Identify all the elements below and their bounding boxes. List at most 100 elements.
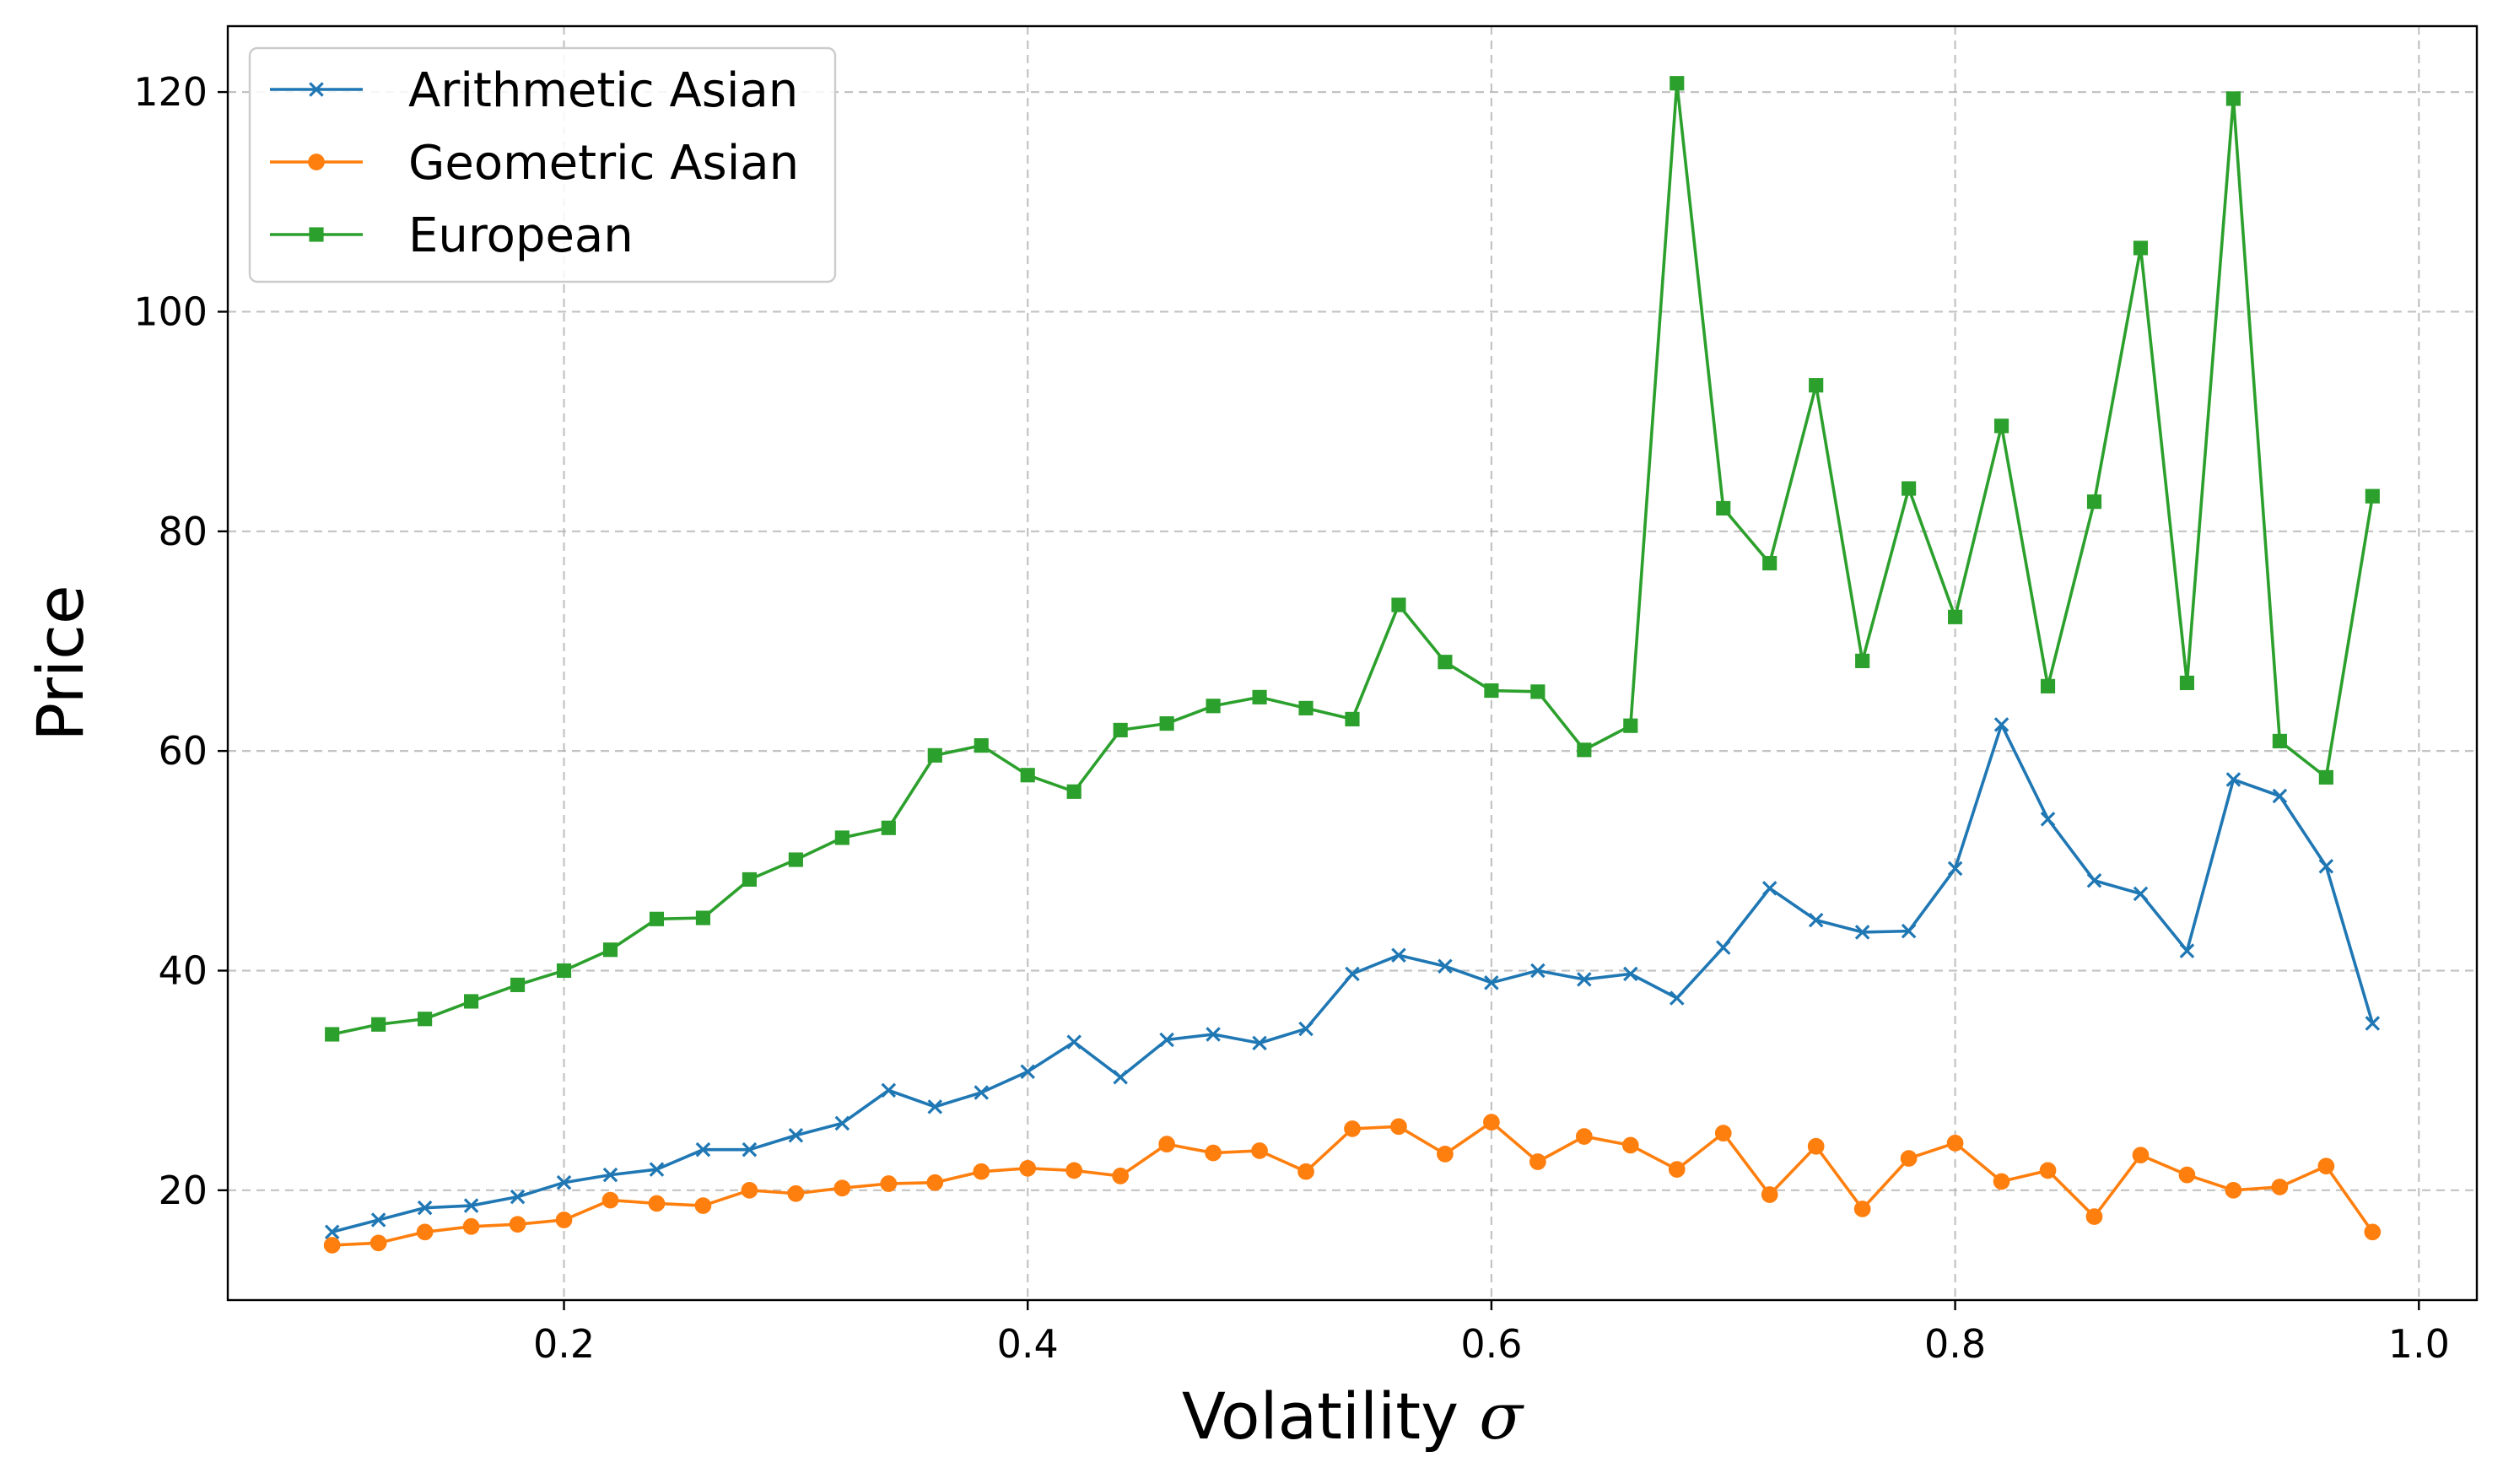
data-point-european <box>371 1017 386 1032</box>
x-axis-title-text: Volatility <box>1182 1379 1459 1454</box>
data-point-arithmetic-asian <box>463 1198 479 1213</box>
data-point-european <box>2179 675 2195 691</box>
data-point-geometric-asian <box>1575 1128 1593 1145</box>
legend-label: European <box>408 208 634 263</box>
data-point-geometric-asian <box>1297 1163 1314 1180</box>
data-point-geometric-asian <box>1344 1120 1361 1137</box>
data-point-geometric-asian <box>370 1234 387 1252</box>
data-point-arithmetic-asian <box>1715 940 1731 955</box>
data-point-european <box>788 852 803 867</box>
x-tick-label: 0.6 <box>1460 1321 1522 1367</box>
legend-item-geometric-asian: Geometric Asian <box>270 136 799 191</box>
data-point-geometric-asian <box>1761 1186 1778 1203</box>
data-point-european <box>464 994 479 1009</box>
data-point-arithmetic-asian <box>2272 788 2288 804</box>
y-tick-label: 100 <box>133 289 208 334</box>
data-point-geometric-asian <box>1807 1137 1825 1155</box>
data-point-european <box>2040 678 2056 693</box>
data-point-arithmetic-asian <box>2225 772 2241 787</box>
x-tick-label: 0.4 <box>997 1321 1059 1367</box>
data-point-geometric-asian <box>1946 1135 1964 1152</box>
data-point-arithmetic-asian <box>742 1141 758 1158</box>
data-point-geometric-asian <box>1714 1125 1732 1141</box>
y-tick-label: 20 <box>158 1168 208 1213</box>
data-point-geometric-asian <box>1993 1173 2010 1190</box>
plot-frame <box>226 24 2479 1302</box>
data-point-european <box>1391 597 1406 612</box>
x-tick-label: 0.8 <box>1924 1321 1986 1367</box>
data-point-geometric-asian <box>2039 1162 2057 1179</box>
data-point-geometric-asian <box>1112 1168 1130 1185</box>
data-point-european <box>927 747 942 763</box>
legend-marker <box>308 154 325 170</box>
data-point-arithmetic-asian <box>2040 812 2056 827</box>
series-geometric-asian <box>323 1114 2382 1254</box>
data-point-geometric-asian <box>1019 1159 1037 1177</box>
data-point-arithmetic-asian <box>1901 923 1917 939</box>
y-axis-title: Price <box>23 585 98 741</box>
data-point-arithmetic-asian <box>1993 717 2009 732</box>
data-point-european <box>1623 718 1638 733</box>
data-point-arithmetic-asian <box>695 1141 711 1158</box>
data-point-european <box>556 963 572 979</box>
data-point-arithmetic-asian <box>556 1174 572 1190</box>
data-point-geometric-asian <box>1900 1150 1918 1167</box>
data-point-european <box>2365 488 2380 504</box>
data-point-european <box>1670 76 1685 91</box>
data-point-european <box>1438 655 1453 670</box>
data-point-arithmetic-asian <box>1252 1035 1267 1051</box>
data-point-geometric-asian <box>555 1211 573 1228</box>
data-point-arithmetic-asian <box>510 1189 526 1205</box>
data-point-geometric-asian <box>323 1237 341 1254</box>
data-point-arithmetic-asian <box>1854 925 1870 940</box>
x-axis-title-symbol: σ <box>1479 1379 1524 1454</box>
data-point-european <box>1484 683 1499 699</box>
data-point-geometric-asian <box>1251 1142 1268 1159</box>
data-point-geometric-asian <box>2225 1181 2242 1199</box>
data-point-geometric-asian <box>2271 1179 2289 1195</box>
data-point-geometric-asian <box>741 1181 758 1199</box>
data-point-arithmetic-asian <box>1484 975 1499 990</box>
legend-marker <box>309 227 324 242</box>
y-tick-label: 40 <box>158 947 208 993</box>
x-tick-label: 0.2 <box>533 1321 595 1367</box>
data-point-arithmetic-asian <box>1391 947 1406 963</box>
data-point-arithmetic-asian <box>602 1167 618 1183</box>
data-point-geometric-asian <box>973 1163 990 1180</box>
data-point-geometric-asian <box>2178 1166 2196 1184</box>
legend-item-arithmetic-asian: Arithmetic Asian <box>270 63 798 118</box>
data-point-geometric-asian <box>1483 1114 1500 1131</box>
data-point-geometric-asian <box>787 1185 805 1202</box>
y-axis-ticks: 20 40 60 80 100 120 <box>133 69 228 1213</box>
data-point-european <box>1762 555 1777 571</box>
y-tick-label: 120 <box>133 69 208 115</box>
data-point-european <box>1066 784 1082 799</box>
data-point-arithmetic-asian <box>2179 943 2195 958</box>
data-point-european <box>1252 689 1267 704</box>
series-layer <box>323 76 2382 1254</box>
data-point-arithmetic-asian <box>1113 1069 1128 1085</box>
data-point-european <box>695 910 711 925</box>
data-point-european <box>2318 769 2333 785</box>
legend-label: Geometric Asian <box>408 136 799 191</box>
data-point-arithmetic-asian <box>370 1212 386 1228</box>
series-arithmetic-asian <box>324 717 2381 1240</box>
data-point-arithmetic-asian <box>1438 958 1453 974</box>
data-point-arithmetic-asian <box>1206 1027 1221 1042</box>
data-point-arithmetic-asian <box>1947 861 1963 877</box>
data-point-european <box>1855 653 1870 668</box>
data-point-geometric-asian <box>601 1191 619 1209</box>
data-point-arithmetic-asian <box>1761 881 1777 896</box>
data-point-arithmetic-asian <box>927 1099 943 1114</box>
data-point-arithmetic-asian <box>1159 1032 1174 1048</box>
data-point-european <box>2225 91 2241 106</box>
legend-item-european: European <box>270 208 634 263</box>
data-point-geometric-asian <box>1668 1161 1686 1178</box>
data-point-geometric-asian <box>1621 1136 1639 1154</box>
y-tick-label: 80 <box>158 509 208 554</box>
data-point-geometric-asian <box>833 1179 851 1197</box>
data-point-geometric-asian <box>694 1197 712 1214</box>
data-point-geometric-asian <box>1437 1146 1454 1163</box>
data-point-european <box>325 1027 340 1042</box>
